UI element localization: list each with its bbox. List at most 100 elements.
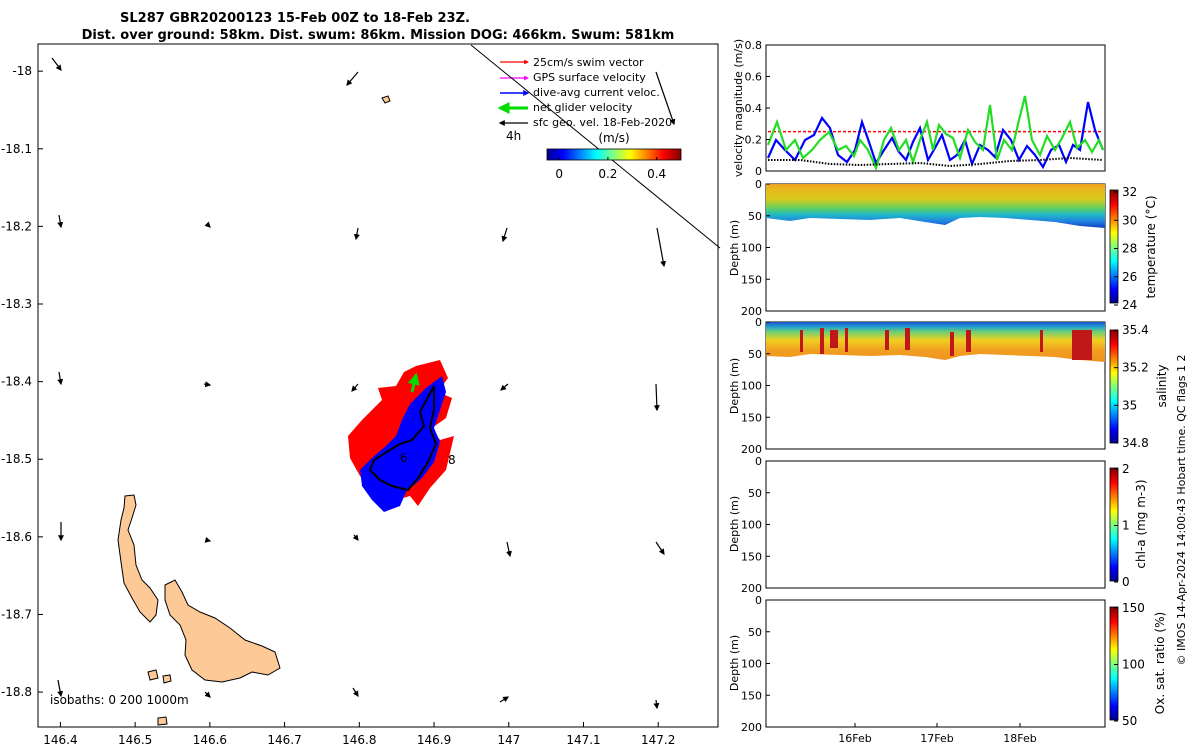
depth-tick-label: 100 [741,658,762,671]
legend-label-sfc: sfc geo. vel. 18-Feb-2020 [533,116,672,129]
map-x-tick-label: 147.1 [566,733,600,747]
depth-tick-label: 150 [741,550,762,563]
depth-tick-label: 150 [741,273,762,286]
map-y-tick-label: -18 [12,64,32,78]
island-main [117,494,281,683]
depth-tick-label: 100 [741,519,762,532]
temperature-panel: Depth (m) temperature (°C) [728,183,1158,312]
legend-label-gps: GPS surface velocity [533,71,646,84]
map-panel: 6 8 [1,43,721,747]
net-velocity-arrow [407,372,420,393]
profile-panel-ticks: 050100150200323028262405010015020035.435… [741,178,1149,745]
glider-track [368,385,438,492]
map-x-tick-label: 146.9 [417,733,451,747]
depth-tick-label: 50 [748,487,762,500]
colorbar-tick-label: 34.8 [1122,436,1149,450]
depth-tick-label: 0 [755,316,762,329]
map-x-tick-label: 146.5 [118,733,152,747]
oxygen-panel: Depth (m) Ox. sat. ratio (%) [728,599,1167,728]
map-colorbar: (m/s) 0 0.2 0.4 [546,131,682,181]
island-small-south [147,669,172,726]
legend-label-swim: 25cm/s swim vector [533,56,644,69]
temperature-colorbar-label: temperature (°C) [1144,196,1158,299]
colorbar-tick-label: 35 [1122,398,1137,412]
map-colorbar-tick-label: 0.4 [647,167,666,181]
colorbar-tick-label: 26 [1122,270,1137,284]
depth-tick-label: 50 [748,210,762,223]
isobaths-label: isobaths: 0 200 1000m [50,693,189,707]
temperature-colorbar [1109,189,1119,304]
map-x-tick-label: 147.2 [641,733,675,747]
map-y-ticks: -18 -18.1 -18.2 -18.3 -18.4 -18.5 -18.6 -18.7 -1… [1,64,43,699]
map-x-tick-label: 146.8 [342,733,376,747]
chla-colorbar-label: chl-a (mg m-3) [1134,479,1148,568]
colorbar-tick-label: 100 [1122,658,1145,672]
depth-tick-label: 200 [741,721,762,734]
colorbar-tick-label: 50 [1122,714,1137,728]
depth-tick-label: 200 [741,582,762,595]
map-axes-frame [37,43,719,728]
salinity-colorbar [1109,329,1119,444]
depth-tick-label: 150 [741,411,762,424]
map-x-tick-label: 146.6 [193,733,227,747]
credit-text: © IMOS 14-Apr-2024 14:00:43 Hobart time.… [1175,355,1188,666]
salinity-data-field [766,322,1105,362]
map-colorbar-tick-label: 0 [555,167,563,181]
oxygen-colorbar [1109,606,1119,721]
time-tick-label: 17Feb [920,732,953,745]
map-y-tick-label: -18.1 [1,142,32,156]
sfc-geo-vel-arrows [51,57,676,710]
map-colorbar-label: (m/s) [598,131,629,145]
time-tick-label: 18Feb [1003,732,1036,745]
chla-ylabel: Depth (m) [728,496,741,552]
depth-tick-label: 100 [741,242,762,255]
map-y-tick-label: -18.3 [1,297,32,311]
depth-tick-label: 100 [741,380,762,393]
velocity-y-tick-label: 0.6 [745,71,763,84]
map-y-tick-label: -18.7 [1,607,32,621]
temperature-ylabel: Depth (m) [728,220,741,276]
map-x-tick-label: 146.7 [267,733,301,747]
map-y-tick-label: -18.2 [1,219,32,233]
salinity-high-patches [800,328,1092,360]
colorbar-tick-label: 2 [1122,462,1130,476]
depth-tick-label: 50 [748,348,762,361]
salinity-colorbar-label: salinity [1155,364,1169,407]
colorbar-tick-label: 1 [1122,519,1130,533]
colorbar-tick-label: 24 [1122,298,1137,312]
colorbar-tick-label: 150 [1122,601,1145,615]
chla-panel: Depth (m) chl-a (mg m-3) [728,460,1148,589]
oxygen-colorbar-label: Ox. sat. ratio (%) [1153,612,1167,714]
velocity-y-tick-label: 0 [755,165,762,178]
legend-label-net: net glider velocity [533,101,633,114]
map-legend: 25cm/s swim vector GPS surface velocity … [470,44,721,249]
map-x-tick-label: 147 [497,733,520,747]
velocity-axes-frame [765,44,1106,172]
temperature-data-field [766,184,1105,228]
map-x-tick-label: 146.4 [43,733,77,747]
colorbar-tick-label: 0 [1122,575,1130,589]
legend-label-current: dive-avg current veloc. [533,86,660,99]
depth-tick-label: 150 [741,689,762,702]
track-marker-8: 8 [448,453,456,467]
velocity-y-tick-label: 0.2 [745,134,763,147]
map-y-tick-label: -18.4 [1,375,32,389]
track-marker-6: 6 [400,451,408,465]
depth-tick-label: 0 [755,178,762,191]
map-y-tick-label: -18.8 [1,685,32,699]
island-small-north [381,95,391,104]
velocity-y-ticks: 0 0.2 0.4 0.6 0.8 [745,39,770,178]
chla-colorbar [1109,467,1119,582]
depth-tick-label: 0 [755,455,762,468]
salinity-panel: Depth (m) salinity [728,321,1169,450]
map-y-tick-label: -18.5 [1,452,32,466]
time-tick-label: 16Feb [838,732,871,745]
velocity-y-tick-label: 0.8 [745,39,763,52]
depth-tick-label: 200 [741,305,762,318]
colorbar-tick-label: 28 [1122,242,1137,256]
map-colorbar-tick-label: 0.2 [598,167,617,181]
series-net-velocity [766,95,1105,172]
velocity-y-tick-label: 0.4 [745,102,763,115]
depth-tick-label: 50 [748,626,762,639]
